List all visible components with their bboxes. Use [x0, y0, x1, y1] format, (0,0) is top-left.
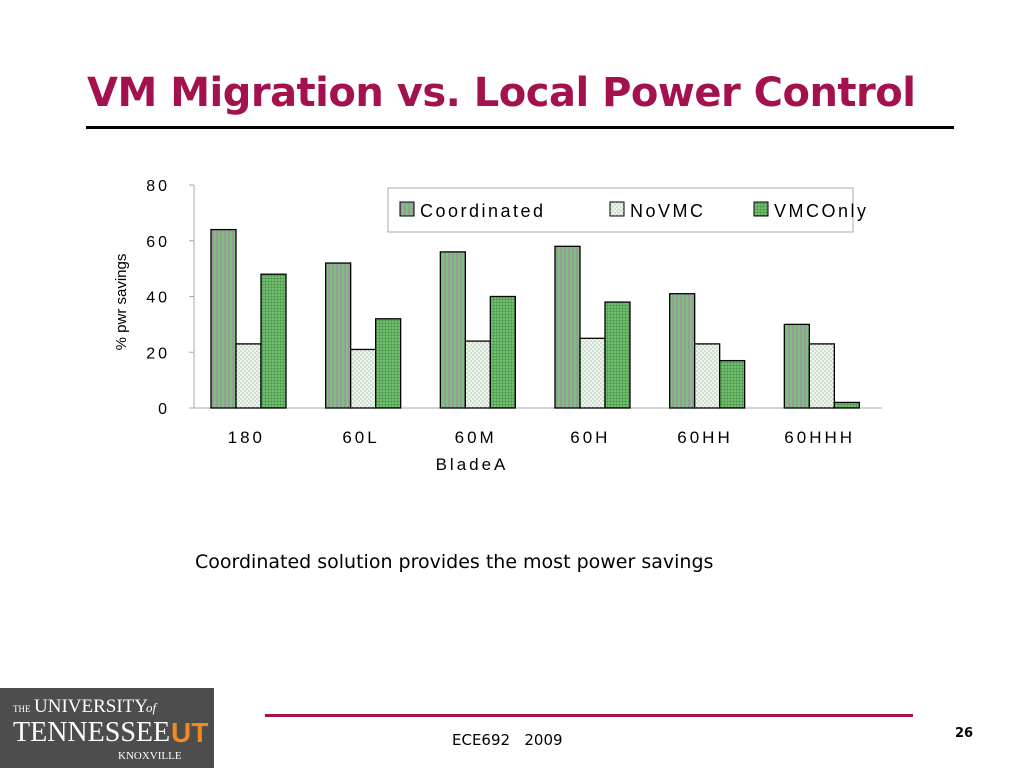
bar-vmconly-60m: [489, 295, 516, 409]
y-tick-label: 80: [146, 178, 170, 195]
legend-swatch-coordinated: [399, 201, 415, 217]
logo-the: THE: [13, 704, 31, 714]
bar-coordinated-60m: [439, 251, 466, 409]
bar-novmc-60l: [350, 348, 377, 409]
x-tick-label: 60H: [570, 428, 610, 447]
logo-knoxville: KNOXVILLE: [118, 750, 182, 762]
logo-university: UNIVERSITY: [34, 696, 148, 717]
university-logo-mark: THE UNIVERSITY of TENNESSEE UT KNOXVILLE: [13, 696, 208, 762]
legend-label-novmc: NoVMC: [630, 201, 706, 221]
x-tick-label: 60HH: [677, 428, 732, 447]
bar-vmconly-60hh: [719, 359, 746, 409]
bar-coordinated-60hhh: [783, 323, 810, 409]
x-axis-label: BladeA: [436, 455, 509, 474]
x-tick-label: 180: [228, 428, 265, 447]
logo-tennessee: TENNESSEE: [13, 717, 170, 748]
legend-swatch-vmconly: [753, 201, 769, 217]
bar-coordinated-60l: [325, 262, 352, 409]
chart-caption: Coordinated solution provides the most p…: [195, 551, 714, 573]
university-logo: THE UNIVERSITY of TENNESSEE UT KNOXVILLE: [0, 688, 214, 768]
x-tick-label: 60M: [455, 428, 497, 447]
bar-novmc-180: [235, 343, 262, 409]
footer-course: ECE692 2009: [452, 731, 563, 749]
bar-novmc-60hhh: [808, 343, 835, 409]
bar-chart: 0 20 40 60 80 % pwr savings 180 60L 60M 60H 60HH 60…: [113, 178, 882, 474]
bar-vmconly-60l: [375, 318, 402, 409]
bar-coordinated-60hh: [669, 293, 696, 409]
bar-coordinated-60h: [554, 245, 581, 409]
bar-coordinated-180: [210, 228, 237, 409]
logo-of: of: [146, 700, 159, 715]
bar-vmconly-180: [260, 273, 287, 409]
title-divider: [86, 126, 954, 129]
x-tick-label: 60L: [342, 428, 379, 447]
bar-vmconly-60hhh: [833, 401, 860, 409]
logo-ut-mark: UT: [171, 717, 208, 748]
y-tick-label: 60: [146, 234, 170, 251]
bar-novmc-60hh: [694, 343, 721, 409]
x-tick-label: 60HHH: [784, 428, 855, 447]
bar-novmc-60h: [579, 337, 606, 409]
slide-title: VM Migration vs. Local Power Control: [87, 70, 916, 116]
legend-swatch-novmc: [609, 201, 625, 217]
legend-label-coordinated: Coordinated: [420, 201, 546, 221]
bar-vmconly-60h: [604, 301, 631, 409]
bar-novmc-60m: [464, 340, 491, 409]
page-number: 26: [955, 726, 974, 741]
footer-divider: [265, 714, 913, 717]
y-axis-label: % pwr savings: [113, 254, 130, 351]
y-tick-label: 0: [158, 401, 170, 418]
y-tick-label: 40: [146, 290, 170, 307]
y-tick-label: 20: [146, 345, 170, 362]
legend-label-vmconly: VMCOnly: [774, 201, 869, 221]
